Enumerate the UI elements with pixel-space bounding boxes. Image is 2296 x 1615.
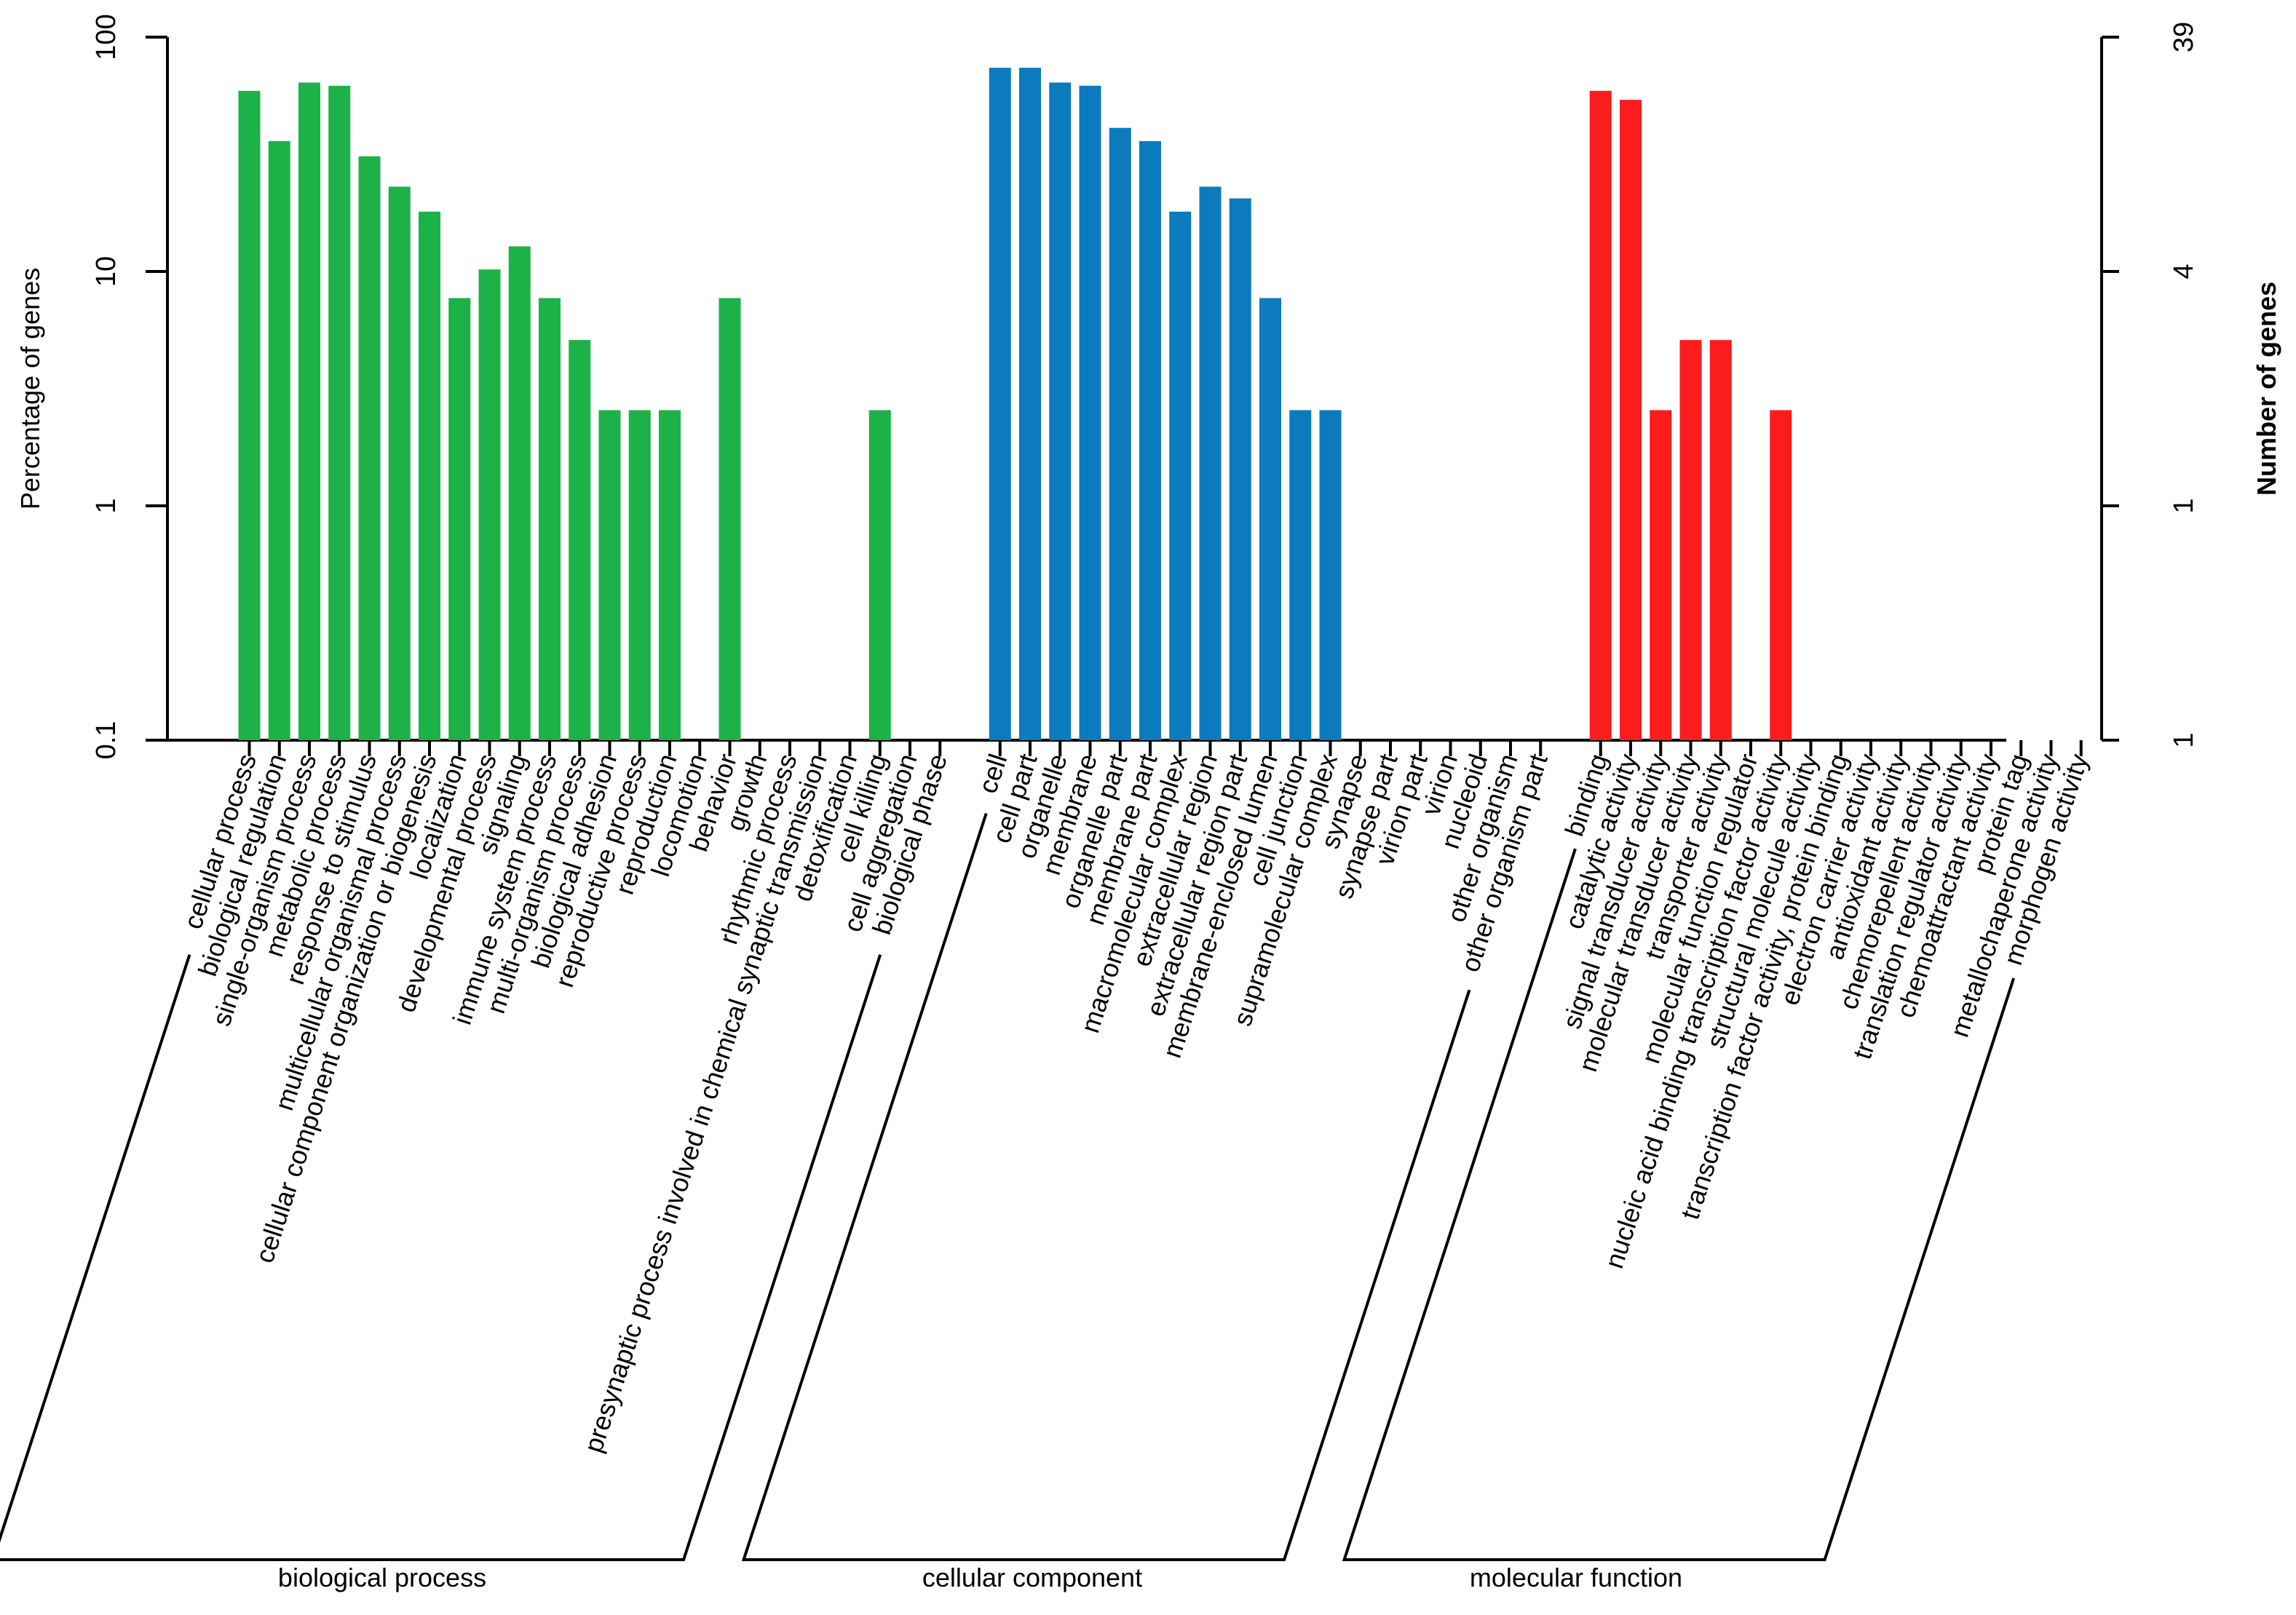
bar-behavior [719, 298, 741, 740]
bar-signal-transducer-activity [1650, 410, 1672, 740]
bar-developmental-process [478, 269, 501, 741]
y-tick-label-1: 1 [91, 498, 122, 513]
bar-cell-junction [1289, 410, 1312, 740]
y2-tick-label-1-bottom: 1 [2169, 732, 2199, 747]
group-brackets: biological process cellular component mole… [0, 813, 2016, 1592]
group-label-cellular-component: cellular component [922, 1563, 1142, 1592]
bar-membrane-part [1139, 140, 1161, 740]
bar-immune-system-process [539, 298, 561, 740]
y-tick-label-0-1: 0.1 [91, 721, 122, 760]
bar-signaling [508, 246, 531, 740]
group-label-biological-process: biological process [278, 1563, 486, 1592]
group-bracket-biological-process [0, 954, 882, 1561]
bar-supramolecular-complex [1319, 410, 1342, 740]
y2-axis-title: Number of genes [2252, 282, 2281, 496]
bar-extracellular-region [1199, 186, 1222, 740]
group-bracket-molecular-function [1342, 848, 2016, 1561]
bar-binding [1589, 90, 1612, 741]
bar-catalytic-activity [1620, 100, 1642, 741]
y2-tick-label-4: 4 [2169, 263, 2199, 279]
bar-nucleic-acid-binding-transcription-factor-activity [1770, 410, 1792, 740]
bar-membrane-enclosed-lumen [1259, 298, 1281, 740]
bar-membrane [1079, 85, 1101, 741]
y-tick-label-100: 100 [91, 14, 122, 60]
bar-biological-adhesion [598, 410, 621, 740]
bar-macromolecular-complex [1169, 211, 1192, 740]
bar-single-organism-process [298, 82, 320, 741]
bar-reproductive-process [628, 410, 651, 740]
bar-multicellular-organismal-process [388, 186, 411, 740]
y-axis-title: Percentage of genes [15, 268, 45, 509]
bar-organelle [1049, 82, 1072, 741]
y2-tick-label-1: 1 [2169, 498, 2199, 513]
bar-response-to-stimulus [358, 156, 381, 740]
bar-biological-regulation [268, 140, 290, 740]
group-bracket-cellular-component [741, 813, 1471, 1561]
bar-cell-killing [868, 410, 891, 740]
bar-organelle-part [1109, 127, 1131, 740]
bar-multi-organism-process [569, 340, 591, 740]
bar-cell-part [1019, 68, 1041, 741]
bar-metabolic-process [328, 85, 351, 741]
bar-cell [989, 68, 1011, 741]
y2-tick-label-39: 39 [2169, 22, 2199, 52]
bar-localization [448, 298, 471, 740]
bar-reproduction [659, 410, 681, 740]
axes: 100 10 1 0.1 39 4 1 1 Percentage of gene… [15, 14, 2281, 759]
bar-transporter-activity [1709, 340, 1732, 740]
bar-cellular-process [238, 90, 261, 741]
bar-cellular-component-organization-or-biogenesis [419, 211, 440, 740]
bars [238, 68, 1792, 741]
y-tick-label-10: 10 [91, 256, 122, 287]
bar-molecular-transducer-activity [1679, 340, 1702, 740]
group-label-molecular-function: molecular function [1470, 1563, 1682, 1592]
x-ticks [248, 740, 2083, 756]
bar-extracellular-region-part [1229, 198, 1251, 741]
